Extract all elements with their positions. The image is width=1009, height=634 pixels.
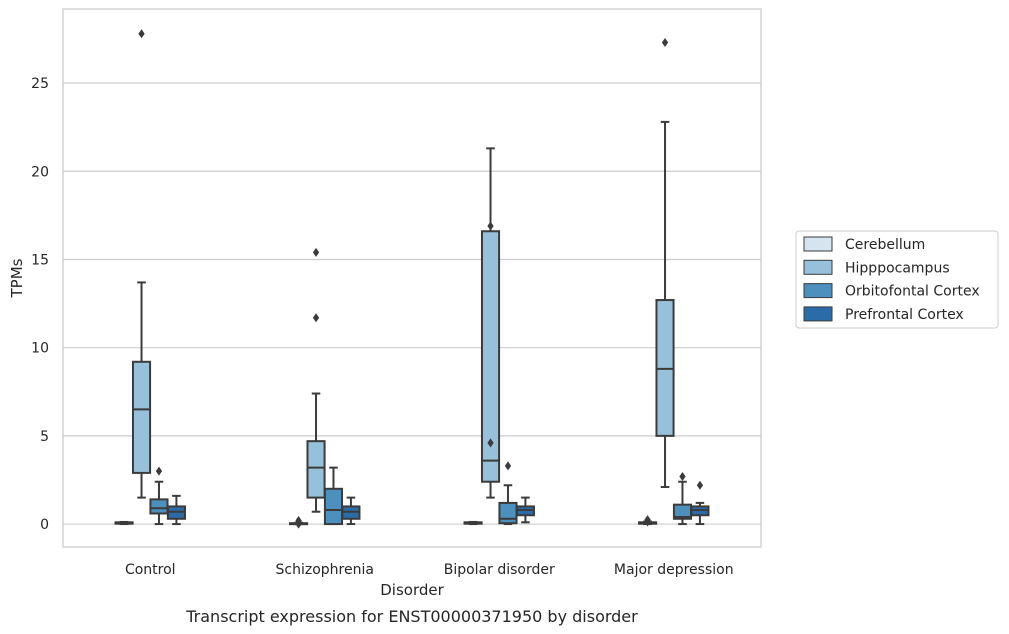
box-prefrontal-cortex [166,494,186,526]
x-tick-labels: Control Schizophrenia Bipolar disorder Majo… [125,562,734,578]
box-prefrontal-cortex [515,496,535,524]
outlier-point [312,313,320,323]
legend-frame [795,230,999,329]
box-iqr [498,501,518,525]
box-cerebellum [289,516,309,529]
y-tick-label: 5 [40,429,49,445]
box-cerebellum [638,515,658,527]
legend: Cerebellum Hipppocampus Orbitofontal Corte… [795,230,999,329]
box-hipppocampus [655,38,675,489]
y-tick-label: 15 [31,252,49,268]
box-cerebellum [463,520,483,526]
x-tick-label: Control [125,562,176,578]
x-tick-label: Bipolar disorder [444,562,555,578]
outlier-point [487,438,494,448]
legend-swatch [803,236,833,252]
box-orbitofontal-cortex [149,466,169,526]
outlier-point [696,480,704,490]
outlier-point [138,29,145,39]
y-tick-label: 20 [31,164,49,180]
outlier-point [155,466,163,476]
outlier-point [295,519,302,529]
box-prefrontal-cortex [690,480,710,526]
outlier-point [312,247,320,257]
y-tick-label: 0 [40,517,49,533]
legend-swatch [803,283,833,299]
box-series [114,29,710,529]
outlier-point [661,38,669,48]
legend-swatch [803,259,833,275]
box-prefrontal-cortex [341,496,361,526]
chart-caption: Transcript expression for ENST0000037195… [185,607,638,626]
box-iqr [149,498,169,515]
legend-swatch [803,306,833,322]
y-tick-label: 10 [31,341,49,357]
legend-label: Orbitofontal Cortex [845,284,980,300]
outlier-point [487,221,494,231]
legend-label: Prefrontal Cortex [845,307,964,323]
outlier-point [504,461,512,471]
y-axis-label: TPMs [8,258,26,298]
box-orbitofontal-cortex [498,461,518,526]
legend-label: Hipppocampus [845,260,950,276]
legend-label: Cerebellum [845,237,925,253]
x-tick-label: Major depression [614,562,734,578]
outlier-point [679,471,686,481]
box-iqr [131,360,152,474]
y-tick-labels: 0 5 10 15 20 25 [31,76,49,533]
box-hipppocampus [480,147,501,499]
x-axis-label: Disorder [380,581,444,599]
y-tick-label: 25 [31,76,49,92]
outlier-point [644,517,651,527]
box-orbitofontal-cortex [323,466,344,526]
plot-frame [62,8,762,548]
box-hipppocampus [131,29,152,499]
box-orbitofontal-cortex [672,471,693,526]
box-iqr [480,230,501,483]
box-iqr [306,440,326,499]
x-tick-label: Schizophrenia [276,562,374,578]
box-hipppocampus [306,247,326,513]
box-cerebellum [114,520,134,526]
box-iqr [323,487,344,526]
